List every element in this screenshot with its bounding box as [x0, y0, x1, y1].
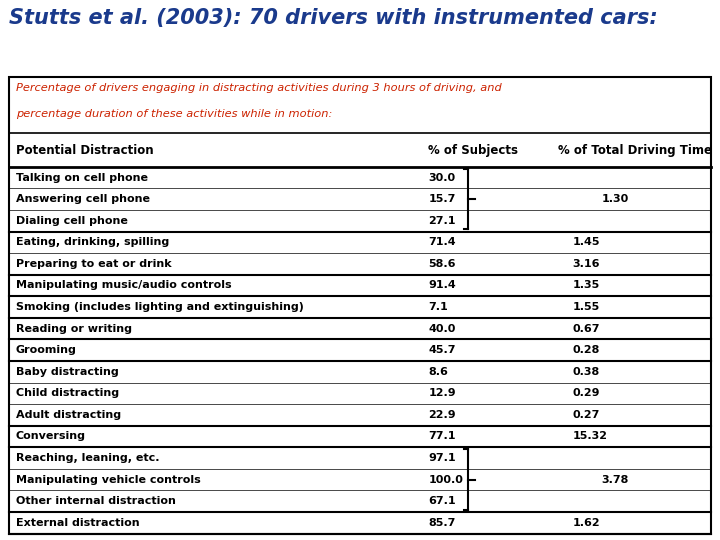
Text: 1.62: 1.62	[572, 518, 600, 528]
Text: 0.28: 0.28	[572, 345, 600, 355]
Text: Child distracting: Child distracting	[16, 388, 119, 399]
Text: 40.0: 40.0	[428, 323, 456, 334]
Text: 71.4: 71.4	[428, 238, 456, 247]
Text: Smoking (includes lighting and extinguishing): Smoking (includes lighting and extinguis…	[16, 302, 304, 312]
Text: 67.1: 67.1	[428, 496, 456, 506]
Text: Adult distracting: Adult distracting	[16, 410, 121, 420]
Text: 30.0: 30.0	[428, 173, 456, 183]
Text: 22.9: 22.9	[428, 410, 456, 420]
Text: 12.9: 12.9	[428, 388, 456, 399]
Text: Dialing cell phone: Dialing cell phone	[16, 216, 127, 226]
Text: 1.45: 1.45	[572, 238, 600, 247]
Text: 45.7: 45.7	[428, 345, 456, 355]
Text: Reaching, leaning, etc.: Reaching, leaning, etc.	[16, 453, 159, 463]
Text: 1.35: 1.35	[572, 280, 600, 291]
Text: 0.38: 0.38	[572, 367, 600, 377]
Text: % of Total Driving Time: % of Total Driving Time	[558, 144, 712, 157]
Text: 15.32: 15.32	[572, 431, 608, 442]
Text: 97.1: 97.1	[428, 453, 456, 463]
Text: Other internal distraction: Other internal distraction	[16, 496, 176, 506]
Text: 58.6: 58.6	[428, 259, 456, 269]
Text: Talking on cell phone: Talking on cell phone	[16, 173, 148, 183]
Text: Potential Distraction: Potential Distraction	[16, 144, 153, 157]
Text: Reading or writing: Reading or writing	[16, 323, 132, 334]
Text: percentage duration of these activities while in motion:: percentage duration of these activities …	[16, 109, 332, 119]
Text: 0.29: 0.29	[572, 388, 600, 399]
Text: 100.0: 100.0	[428, 475, 463, 484]
Text: Preparing to eat or drink: Preparing to eat or drink	[16, 259, 171, 269]
Text: Baby distracting: Baby distracting	[16, 367, 119, 377]
Text: 85.7: 85.7	[428, 518, 456, 528]
Text: 0.27: 0.27	[572, 410, 600, 420]
Text: 1.55: 1.55	[572, 302, 600, 312]
Text: 91.4: 91.4	[428, 280, 456, 291]
Text: 7.1: 7.1	[428, 302, 448, 312]
Text: Manipulating vehicle controls: Manipulating vehicle controls	[16, 475, 201, 484]
Text: Manipulating music/audio controls: Manipulating music/audio controls	[16, 280, 231, 291]
Text: 3.78: 3.78	[601, 475, 629, 484]
Text: Answering cell phone: Answering cell phone	[16, 194, 150, 204]
Text: 15.7: 15.7	[428, 194, 456, 204]
Text: 0.67: 0.67	[572, 323, 600, 334]
Text: External distraction: External distraction	[16, 518, 140, 528]
Text: Percentage of drivers engaging in distracting activities during 3 hours of drivi: Percentage of drivers engaging in distra…	[16, 83, 502, 93]
Text: 27.1: 27.1	[428, 216, 456, 226]
Text: % of Subjects: % of Subjects	[428, 144, 518, 157]
Text: Eating, drinking, spilling: Eating, drinking, spilling	[16, 238, 169, 247]
Text: 1.30: 1.30	[601, 194, 629, 204]
Text: Conversing: Conversing	[16, 431, 86, 442]
Text: 77.1: 77.1	[428, 431, 456, 442]
Text: 8.6: 8.6	[428, 367, 449, 377]
Text: Grooming: Grooming	[16, 345, 77, 355]
Text: Stutts et al. (2003): 70 drivers with instrumented cars:: Stutts et al. (2003): 70 drivers with in…	[9, 8, 657, 28]
Text: 3.16: 3.16	[572, 259, 600, 269]
